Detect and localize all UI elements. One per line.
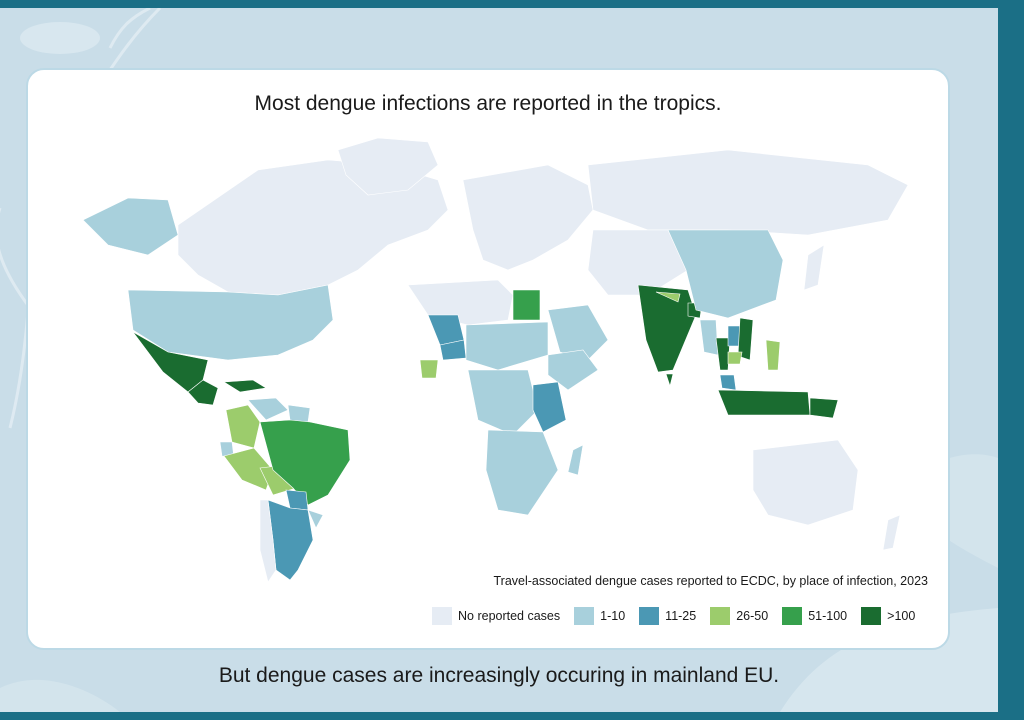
legend-item-none: No reported cases — [432, 607, 560, 625]
legend-label: >100 — [887, 609, 916, 623]
region-nepal — [655, 291, 681, 303]
region-thailand — [715, 337, 731, 371]
region-alaska — [82, 197, 179, 256]
legend-label: 26-50 — [736, 609, 769, 623]
footer-text: But dengue cases are increasingly occuri… — [218, 664, 780, 687]
region-brazil — [259, 419, 351, 506]
legend-label: No reported cases — [458, 609, 561, 623]
region-colombia — [225, 404, 261, 449]
legend-swatch — [861, 607, 882, 625]
legend-label: 11-25 — [665, 609, 697, 623]
region-russia — [587, 149, 909, 236]
region-laos — [727, 325, 741, 347]
legend-label: 1-10 — [600, 609, 626, 623]
region-paraguay — [285, 489, 309, 511]
region-united-states — [127, 284, 334, 361]
region-japan — [803, 244, 825, 291]
region-egypt — [512, 289, 541, 321]
region-malaysia — [719, 374, 737, 391]
region-madagascar — [567, 444, 584, 476]
legend-item-1-10: 1-10 — [574, 607, 625, 625]
legend-label: 51-100 — [808, 609, 848, 623]
region-tanzania — [532, 381, 567, 433]
legend-swatch — [639, 607, 660, 625]
legend-swatch — [782, 607, 803, 625]
region-arabian-peninsula — [547, 304, 609, 361]
region-myanmar — [699, 319, 719, 356]
region-china — [667, 229, 784, 319]
region-australia — [752, 439, 859, 526]
legend-item-51-100: 51-100 — [782, 607, 847, 625]
region-indonesia — [717, 389, 811, 416]
legend-item-over-100: >100 — [861, 607, 915, 625]
region-cote-d-ivoire — [419, 359, 439, 379]
region-philippines — [765, 339, 781, 371]
region-sahel — [465, 321, 549, 371]
legend-item-11-25: 11-25 — [639, 607, 696, 625]
region-caribbean — [223, 379, 267, 393]
page-background: Most dengue infections are reported in t… — [0, 8, 998, 712]
region-north-africa — [407, 279, 514, 326]
legend-swatch — [574, 607, 595, 625]
region-india — [637, 284, 697, 373]
region-southern-africa — [485, 429, 559, 516]
region-central-america — [187, 379, 219, 406]
region-horn-of-africa — [547, 349, 599, 391]
region-europe — [462, 164, 594, 271]
region-greenland — [337, 137, 439, 196]
region-vietnam — [737, 317, 754, 361]
map-title: Most dengue infections are reported in t… — [254, 92, 722, 115]
legend-item-26-50: 26-50 — [710, 607, 768, 625]
region-sri-lanka — [665, 373, 674, 388]
legend-title: Travel-associated dengue cases reported … — [493, 574, 928, 588]
region-venezuela — [247, 397, 289, 421]
map-card: Most dengue infections are reported in t… — [26, 68, 950, 650]
legend-swatch — [432, 607, 452, 625]
region-papua-new-guinea — [809, 397, 839, 419]
region-chile — [259, 499, 277, 583]
region-mali — [427, 314, 465, 346]
region-cambodia — [727, 351, 743, 365]
legend: No reported cases 1-10 11-25 26-50 51-10… — [432, 606, 915, 626]
region-uruguay — [307, 509, 324, 529]
region-central-africa — [467, 369, 539, 436]
region-guianas — [287, 404, 311, 423]
region-new-zealand — [882, 514, 901, 551]
legend-swatch — [710, 607, 731, 625]
world-map — [82, 137, 909, 583]
